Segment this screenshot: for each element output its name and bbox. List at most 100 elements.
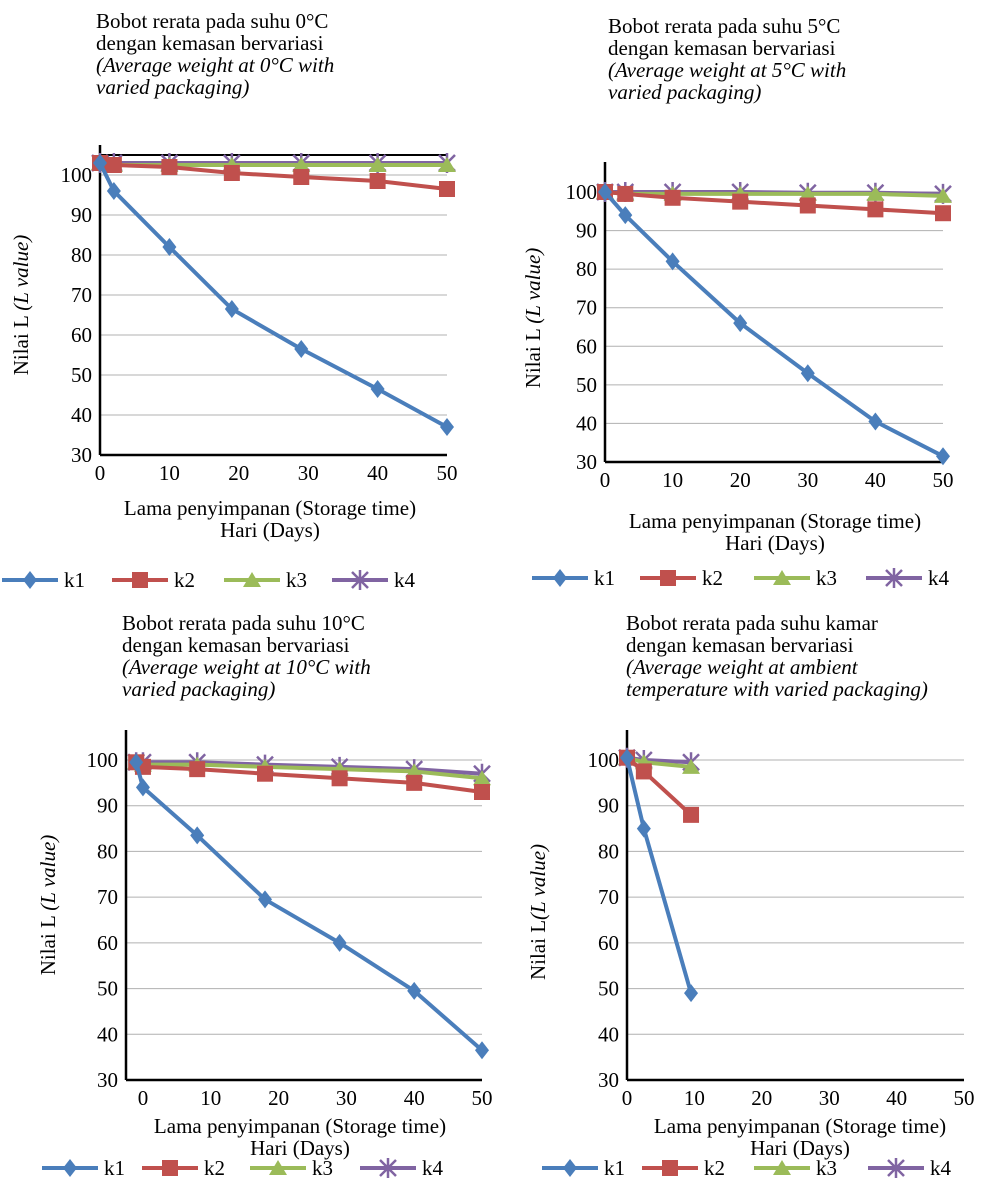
k1-point: [665, 252, 680, 271]
k1-point: [294, 340, 309, 358]
x-tick-label: 40: [367, 461, 388, 485]
chart-plot: 30 40 50 60 70 80 90 100 0 10 20 30 40 50 Nilai L (L v…: [9, 145, 458, 485]
legend-label-k3: k3: [816, 1156, 837, 1178]
x-tick-label: 10: [159, 461, 180, 485]
title-line-3: (Average weight at 10°C with: [122, 655, 371, 679]
legend-label-k1: k1: [104, 1156, 125, 1178]
k1-point: [23, 571, 37, 589]
y-tick-label: 30: [71, 443, 92, 467]
legend-item-k2: k2: [640, 566, 723, 590]
series-k2: [597, 184, 951, 222]
legend-label-k2: k2: [702, 566, 723, 590]
k2-point: [732, 193, 749, 210]
legend-item-k2: k2: [142, 1156, 225, 1178]
legend-label-k2: k2: [174, 568, 195, 592]
k2-point: [662, 1160, 678, 1176]
k4-point: [885, 568, 903, 588]
series-k2: [619, 749, 700, 823]
legend-item-k3: k3: [754, 1156, 837, 1178]
k2-point: [635, 763, 652, 780]
chart-panel-3: Bobot rerata pada suhu kamar dengan kema…: [500, 590, 1007, 1178]
y-tick-label: 90: [598, 794, 619, 818]
y-tick-label: 50: [71, 363, 92, 387]
k3-point: [798, 185, 817, 201]
k3-point: [773, 570, 791, 585]
k3-point: [866, 185, 885, 201]
title-line-4: varied packaging): [122, 677, 276, 701]
x-tick-label: 0: [95, 461, 106, 485]
x-tick-label: 20: [228, 461, 249, 485]
y-axis-label: Nilai L (L value): [521, 248, 545, 389]
chart-title: Bobot rerata pada suhu 10°C dengan kemas…: [122, 612, 371, 700]
k2-point: [257, 765, 274, 782]
legend-label-k3: k3: [816, 566, 837, 590]
x-tick-label: 0: [622, 1086, 633, 1110]
k2-point: [867, 201, 884, 218]
y-tick-label: 30: [97, 1068, 118, 1092]
k1-point: [407, 981, 422, 1000]
y-tick-label: 30: [576, 450, 597, 474]
y-tick-label: 60: [71, 323, 92, 347]
x-tick-label: 50: [954, 1086, 975, 1110]
k1-point: [63, 1159, 77, 1177]
k1-point: [800, 364, 815, 383]
k1-point: [224, 300, 239, 318]
y-tick-label: 30: [598, 1068, 619, 1092]
legend-label-k3: k3: [286, 568, 307, 592]
x-tick-label: 0: [600, 468, 611, 492]
y-tick-label: 50: [576, 373, 597, 397]
k1-point: [618, 206, 633, 225]
legend-item-k4: k4: [868, 1156, 952, 1178]
k1-point: [332, 933, 347, 952]
k2-point: [132, 572, 148, 588]
series-k3: [596, 184, 952, 203]
x-tick-label: 10: [200, 1086, 221, 1110]
title-line-3: (Average weight at ambient: [626, 655, 858, 679]
title-line-1: Bobot rerata pada suhu 0°C: [96, 9, 329, 33]
x-tick-label: 20: [268, 1086, 289, 1110]
k3-point: [438, 157, 456, 172]
x-tick-label: 30: [336, 1086, 357, 1110]
x-tick-label: 50: [472, 1086, 493, 1110]
series-k1: [620, 748, 699, 1003]
k2-point: [439, 181, 455, 197]
y-tick-label: 40: [97, 1022, 118, 1046]
x-tick-label: 30: [797, 468, 818, 492]
y-tick-label: 80: [576, 257, 597, 281]
legend-item-k3: k3: [754, 566, 837, 590]
y-tick-label: 90: [71, 203, 92, 227]
x-axis-label: Lama penyimpanan (Storage time) Hari (Da…: [100, 1115, 500, 1159]
k3-point: [473, 770, 491, 786]
k2-point: [189, 761, 206, 778]
legend: k1 k2 k3 k4: [542, 1156, 952, 1178]
y-tick-label: 50: [97, 977, 118, 1001]
k3-point: [405, 763, 424, 779]
title-line-2: dengan kemasan bervariasi: [122, 633, 350, 657]
k3-point: [243, 572, 261, 587]
k2-point: [799, 197, 816, 214]
y-tick-label: 70: [598, 885, 619, 909]
title-line-1: Bobot rerata pada suhu 5°C: [608, 14, 841, 38]
x-axis-unit: Hari (Days): [750, 1136, 850, 1160]
x-tick-label: 40: [865, 468, 886, 492]
chart-panel-1: Bobot rerata pada suhu 5°C dengan kemasa…: [500, 0, 1007, 590]
y-tick-label: 100: [566, 180, 598, 204]
x-axis-label: Lama penyimpanan (Storage time) Hari (Da…: [570, 510, 980, 554]
k1-point: [563, 1159, 577, 1177]
title-line-2: dengan kemasan bervariasi: [626, 633, 854, 657]
series-k2: [92, 155, 455, 197]
k2-point: [683, 806, 700, 823]
x-tick-label: 20: [730, 468, 751, 492]
y-axis-label-en: (L value): [521, 248, 545, 324]
y-tick-label: 70: [576, 296, 597, 320]
y-tick-label: 40: [71, 403, 92, 427]
legend-item-k1: k1: [42, 1156, 125, 1178]
x-axis-title: Lama penyimpanan (Storage time): [153, 1114, 447, 1138]
legend-label-k1: k1: [604, 1156, 625, 1178]
k3-point: [292, 157, 311, 172]
k2-point: [935, 205, 951, 222]
k1-point: [93, 154, 107, 172]
title-line-4: varied packaging): [608, 80, 762, 104]
y-tick-label: 100: [588, 748, 620, 772]
y-tick-label: 70: [97, 885, 118, 909]
